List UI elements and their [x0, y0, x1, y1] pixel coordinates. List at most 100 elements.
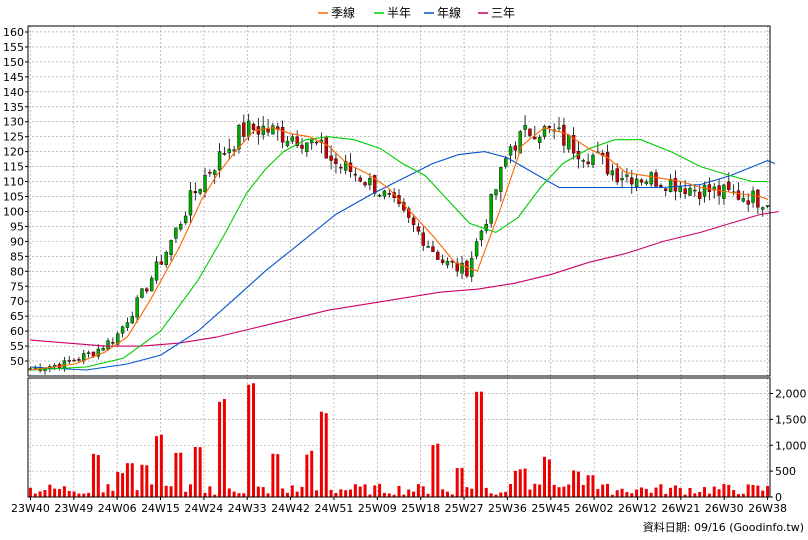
- volume-bar: [475, 391, 479, 497]
- time-tick-label: 25W36: [488, 502, 527, 515]
- candle-up: [508, 146, 513, 156]
- time-tick-label: 25W09: [358, 502, 397, 515]
- candle-up: [620, 177, 624, 181]
- candle-up: [198, 189, 202, 194]
- price-tick-label: 65: [10, 310, 24, 323]
- volume-bar: [276, 454, 280, 497]
- candle-down: [455, 262, 459, 272]
- volume-bar: [319, 411, 323, 497]
- volume-bar: [62, 486, 66, 497]
- volume-bar: [766, 485, 770, 497]
- volume-bar: [218, 401, 222, 497]
- candle-down: [242, 122, 246, 137]
- volume-bar: [436, 443, 440, 497]
- candle-up: [688, 187, 692, 196]
- candle-up: [479, 230, 484, 241]
- volume-bar: [596, 489, 600, 497]
- volume-bar: [300, 486, 304, 497]
- volume-bar: [135, 490, 139, 497]
- volume-bar: [256, 486, 260, 497]
- candle-down: [159, 261, 164, 265]
- volume-bar: [586, 475, 590, 497]
- candle-up: [227, 148, 231, 154]
- volume-bar: [509, 483, 513, 497]
- candle-down: [353, 173, 358, 176]
- candle-down: [91, 351, 96, 357]
- volume-bar: [125, 463, 129, 497]
- volume-bar: [285, 492, 289, 497]
- candle-up: [649, 172, 653, 185]
- price-tick-label: 55: [10, 340, 24, 353]
- legend-label-ma_year: 年線: [437, 5, 461, 20]
- volume-bar: [412, 491, 416, 497]
- volume-bar: [581, 484, 585, 497]
- volume-bar: [130, 463, 134, 497]
- price-tick-label: 105: [3, 191, 24, 204]
- time-tick-label: 24W42: [271, 502, 310, 515]
- candle-down: [280, 127, 285, 143]
- volume-bar: [693, 493, 697, 497]
- volume-tick-label: 1,000: [775, 439, 807, 452]
- volume-bar: [339, 489, 343, 497]
- volume-bar: [698, 491, 702, 497]
- candle-down: [387, 193, 392, 195]
- volume-bar: [247, 384, 251, 497]
- volume-bar: [669, 487, 673, 497]
- volume-bar: [237, 493, 241, 497]
- volume-bar: [184, 491, 188, 497]
- ma-three-year-line: [30, 210, 779, 347]
- volume-bar: [416, 484, 420, 497]
- candle-up: [183, 215, 188, 224]
- candle-down: [324, 137, 328, 159]
- candle-down: [436, 251, 440, 260]
- volume-bar: [348, 489, 353, 497]
- volume-bar: [756, 485, 760, 497]
- chart-legend: 季線 半年 年線 三年: [318, 5, 515, 20]
- volume-bar: [494, 494, 498, 497]
- candle-up: [101, 348, 105, 351]
- price-tick-label: 145: [3, 71, 24, 84]
- candle-down: [314, 141, 319, 144]
- volume-bar: [547, 459, 551, 497]
- volume-bar: [528, 489, 532, 497]
- candle-down: [736, 190, 741, 200]
- candle-up: [213, 170, 217, 175]
- candle-down: [111, 342, 115, 344]
- volume-bar: [635, 489, 639, 497]
- volume-bar: [222, 399, 226, 497]
- candle-up: [518, 131, 522, 154]
- candle-up: [678, 186, 682, 193]
- candle-up: [377, 194, 382, 197]
- volume-bar: [664, 493, 668, 497]
- volume-bar: [334, 492, 338, 497]
- volume-bar: [572, 470, 576, 497]
- candle-up: [96, 348, 101, 357]
- candle-down: [562, 124, 566, 146]
- volume-tick-label: 500: [775, 465, 796, 478]
- time-tick-label: 26W12: [618, 502, 657, 515]
- volume-bar: [717, 489, 721, 497]
- candlestick-series: [28, 113, 770, 375]
- volume-bar: [145, 465, 149, 497]
- price-tick-label: 50: [10, 355, 24, 368]
- price-tick-label: 125: [3, 131, 24, 144]
- volume-bar: [266, 493, 270, 497]
- volume-bar: [445, 491, 450, 497]
- volume-bar: [606, 483, 610, 497]
- volume-bar: [659, 484, 663, 497]
- volume-bar: [673, 485, 677, 497]
- candle-up: [445, 260, 450, 266]
- price-tick-label: 120: [3, 146, 24, 159]
- volume-bar: [121, 473, 125, 497]
- volume-bar: [460, 467, 464, 497]
- price-tick-label: 110: [3, 176, 24, 189]
- price-tick-label: 160: [3, 26, 24, 39]
- price-tick-label: 130: [3, 116, 24, 129]
- volume-bar: [382, 492, 386, 497]
- candle-up: [149, 277, 154, 292]
- volume-bar: [101, 492, 105, 497]
- candle-down: [533, 136, 537, 140]
- candle-up: [86, 352, 91, 354]
- candle-up: [494, 189, 498, 196]
- candle-up: [154, 261, 159, 281]
